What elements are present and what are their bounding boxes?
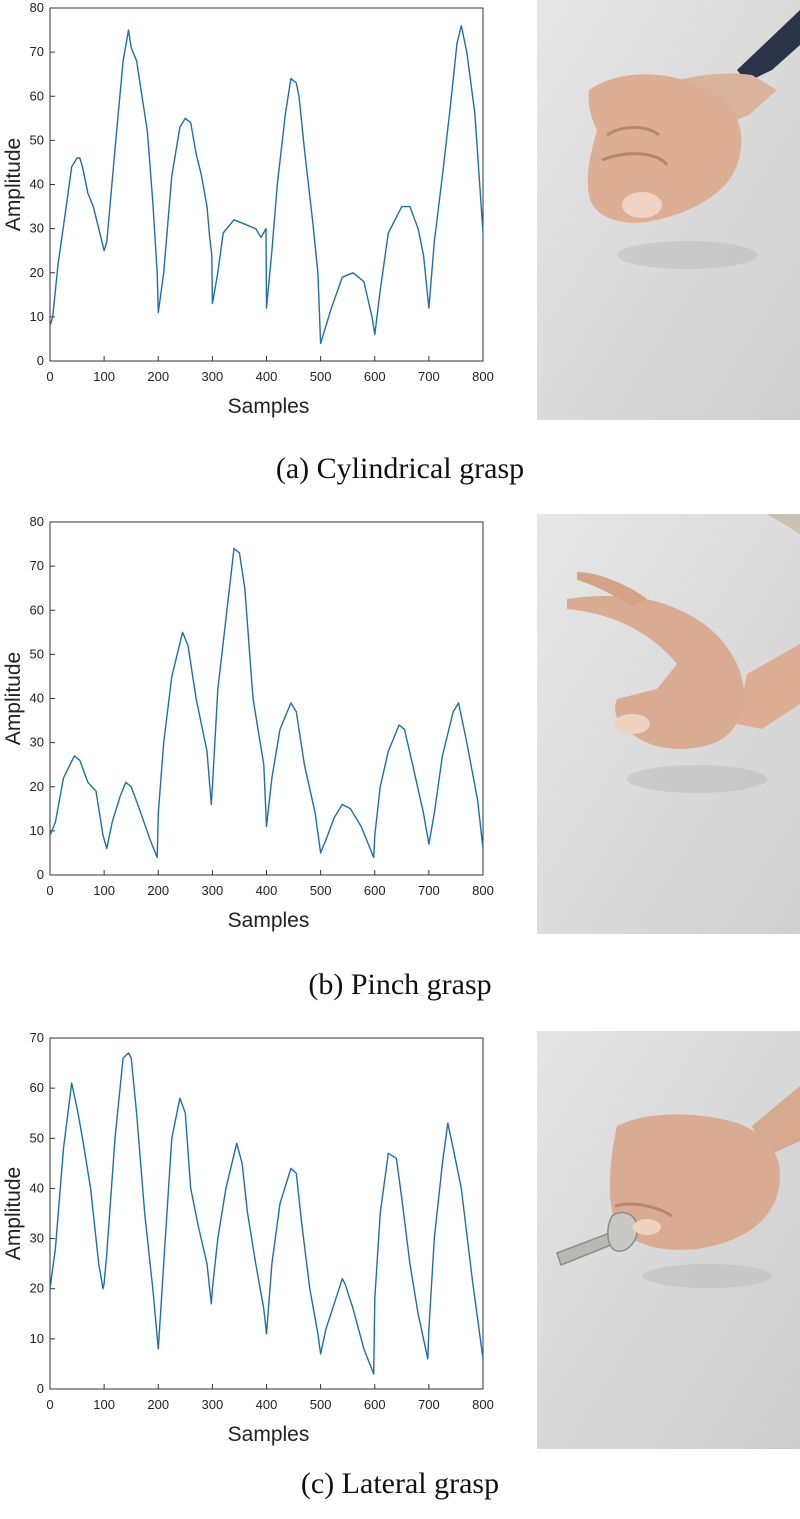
y-tick-label: 50 bbox=[30, 1130, 44, 1145]
series-line bbox=[49, 25, 484, 345]
x-tick-label: 200 bbox=[147, 883, 169, 898]
x-tick-label: 700 bbox=[418, 369, 440, 384]
caption-c: (c) Lateral grasp bbox=[300, 1467, 500, 1500]
y-tick-label: 0 bbox=[37, 1381, 44, 1396]
caption-b: (b) Pinch grasp bbox=[308, 968, 492, 1001]
y-tick-label: 20 bbox=[30, 779, 44, 794]
y-tick-label: 0 bbox=[37, 867, 44, 882]
x-tick-label: 800 bbox=[472, 369, 494, 384]
x-tick-label: 500 bbox=[310, 369, 332, 384]
y-tick-label: 80 bbox=[30, 0, 44, 15]
y-tick-label: 80 bbox=[30, 514, 44, 529]
x-tick-label: 800 bbox=[472, 1397, 494, 1412]
chart-c: 0 100 200 300 400 500 600 700 800 0 10 20 30 40 50 60 70… bbox=[2, 1030, 494, 1446]
x-tick-label: 700 bbox=[418, 1397, 440, 1412]
y-tick-label: 70 bbox=[30, 44, 44, 59]
y-tick-label: 10 bbox=[30, 823, 44, 838]
y-tick-label: 50 bbox=[30, 132, 44, 147]
panel-c: 0 100 200 300 400 500 600 700 800 0 10 20 30 40 50 60 70… bbox=[0, 1025, 800, 1519]
y-tick-label: 20 bbox=[30, 265, 44, 280]
x-tick-label: 100 bbox=[93, 883, 115, 898]
x-tick-label: 200 bbox=[147, 369, 169, 384]
caption-a: (a) Cylindrical grasp bbox=[275, 452, 525, 485]
x-axis-label: Samples bbox=[228, 1423, 310, 1446]
x-tick-label: 0 bbox=[46, 883, 53, 898]
x-tick-label: 600 bbox=[364, 369, 386, 384]
x-tick-label: 600 bbox=[364, 1397, 386, 1412]
x-axis-label: Samples bbox=[228, 395, 310, 418]
y-tick-label: 30 bbox=[30, 221, 44, 236]
x-tick-label: 400 bbox=[256, 369, 278, 384]
chart-b: 0 100 200 300 400 500 600 700 800 0 10 20 30 40 50 60 70… bbox=[2, 514, 494, 932]
x-tick-label: 400 bbox=[256, 883, 278, 898]
x-tick-label: 300 bbox=[202, 883, 224, 898]
photo-pinch-grasp bbox=[537, 514, 800, 934]
photo-cylindrical-grasp bbox=[537, 0, 800, 420]
x-tick-label: 500 bbox=[310, 883, 332, 898]
series-line bbox=[49, 1052, 484, 1375]
series-line bbox=[49, 547, 484, 859]
y-axis-label: Amplitude bbox=[2, 138, 25, 231]
y-tick-label: 60 bbox=[30, 88, 44, 103]
x-tick-label: 100 bbox=[93, 369, 115, 384]
chart-a: 0 100 200 300 400 500 600 700 800 0 10 20 30 40 50 60 70… bbox=[2, 0, 494, 418]
plot-frame bbox=[49, 1037, 484, 1390]
y-axis-label: Amplitude bbox=[2, 1167, 25, 1260]
y-tick-label: 70 bbox=[30, 558, 44, 573]
x-tick-label: 100 bbox=[93, 1397, 115, 1412]
y-tick-label: 50 bbox=[30, 646, 44, 661]
y-tick-label: 20 bbox=[30, 1281, 44, 1296]
y-tick-label: 10 bbox=[30, 1331, 44, 1346]
panel-a: 0 100 200 300 400 500 600 700 800 0 10 20 30 40 50 60 70… bbox=[0, 0, 800, 500]
x-tick-label: 300 bbox=[202, 369, 224, 384]
x-tick-label: 0 bbox=[46, 369, 53, 384]
y-tick-label: 10 bbox=[30, 309, 44, 324]
x-tick-label: 400 bbox=[256, 1397, 278, 1412]
x-tick-label: 0 bbox=[46, 1397, 53, 1412]
panel-b: 0 100 200 300 400 500 600 700 800 0 10 20 30 40 50 60 70… bbox=[0, 512, 800, 1012]
y-tick-label: 30 bbox=[30, 735, 44, 750]
x-tick-label: 700 bbox=[418, 883, 440, 898]
x-tick-label: 200 bbox=[147, 1397, 169, 1412]
y-tick-label: 60 bbox=[30, 602, 44, 617]
x-tick-label: 800 bbox=[472, 883, 494, 898]
y-tick-label: 40 bbox=[30, 177, 44, 192]
y-tick-label: 30 bbox=[30, 1231, 44, 1246]
y-tick-label: 70 bbox=[30, 1030, 44, 1045]
photo-lateral-grasp bbox=[537, 1031, 800, 1449]
y-tick-label: 40 bbox=[30, 691, 44, 706]
y-tick-label: 0 bbox=[37, 353, 44, 368]
y-axis-label: Amplitude bbox=[2, 652, 25, 745]
x-tick-label: 600 bbox=[364, 883, 386, 898]
x-axis-label: Samples bbox=[228, 909, 310, 932]
y-tick-label: 40 bbox=[30, 1180, 44, 1195]
y-tick-label: 60 bbox=[30, 1080, 44, 1095]
x-tick-label: 300 bbox=[202, 1397, 224, 1412]
x-tick-label: 500 bbox=[310, 1397, 332, 1412]
